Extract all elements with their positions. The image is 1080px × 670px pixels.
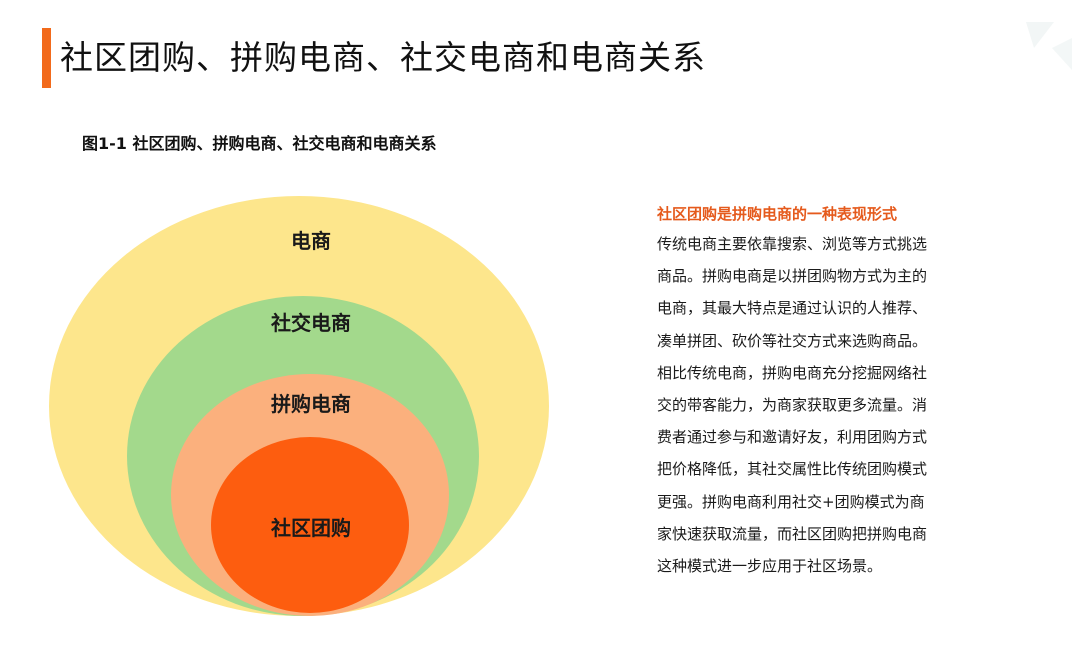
label-social-ecommerce: 社交电商 — [270, 311, 351, 335]
label-community-group-buying: 社区团购 — [270, 516, 351, 540]
explanation-line: 这种模式进一步应用于社区场景。 — [657, 557, 883, 576]
page-title: 社区团购、拼购电商、社交电商和电商关系 — [60, 38, 706, 77]
label-group-buying-ecommerce: 拼购电商 — [271, 392, 351, 416]
explanation-panel: 社区团购是拼购电商的一种表现形式 传统电商主要依靠搜索、浏览等方式挑选 商品。拼… — [657, 200, 987, 582]
explanation-line: 相比传统电商，拼购电商充分挖掘网络社 — [657, 363, 928, 382]
explanation-heading: 社区团购是拼购电商的一种表现形式 — [657, 205, 898, 223]
explanation-line: 费者通过参与和邀请好友，利用团购方式 — [657, 428, 928, 447]
explanation-line: 交的带客能力，为商家获取更多流量。消 — [657, 396, 928, 415]
explanation-line: 凑单拼团、砍价等社交方式来选购商品。 — [657, 331, 928, 350]
explanation-line: 把价格降低，其社交属性比传统团购模式 — [657, 460, 928, 479]
title-accent-bar — [42, 28, 51, 88]
explanation-line: 更强。拼购电商利用社交+团购模式为商 — [657, 492, 925, 511]
explanation-line: 商品。拼购电商是以拼团购物方式为主的 — [657, 267, 928, 286]
circle-community-group-buying — [211, 437, 409, 613]
figure-caption: 图1-1 社区团购、拼购电商、社交电商和电商关系 — [82, 134, 437, 153]
decorative-corner-shape — [1026, 22, 1072, 70]
label-ecommerce: 电商 — [291, 229, 331, 253]
explanation-line: 电商，其最大特点是通过认识的人推荐、 — [657, 299, 928, 318]
explanation-line: 传统电商主要依靠搜索、浏览等方式挑选 — [657, 235, 928, 253]
explanation-line: 家快速获取流量，而社区团购把拼购电商 — [657, 524, 928, 543]
explanation-body: 传统电商主要依靠搜索、浏览等方式挑选 商品。拼购电商是以拼团购物方式为主的 电商… — [657, 228, 987, 582]
